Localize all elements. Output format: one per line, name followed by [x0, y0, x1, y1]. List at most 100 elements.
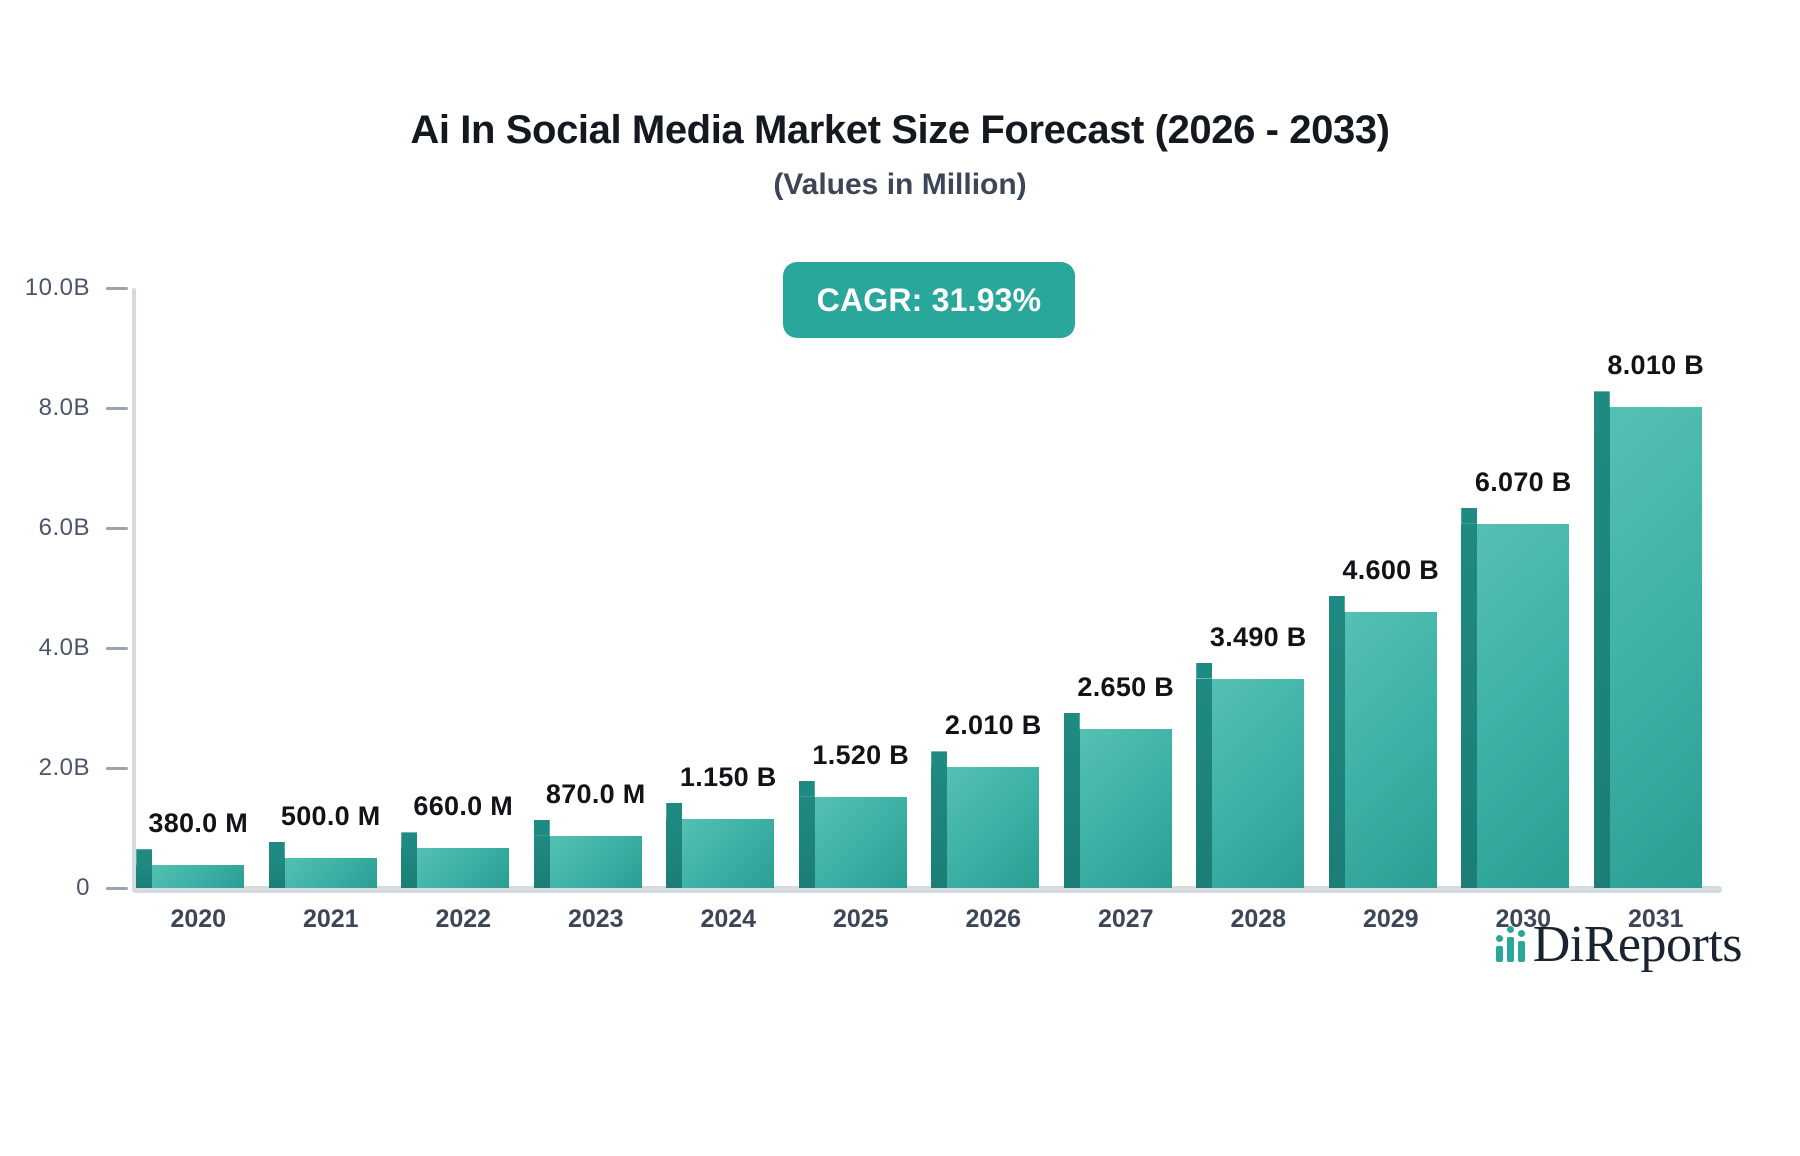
direports-logo: DiReports — [1495, 919, 1743, 971]
bar-front-face — [947, 767, 1040, 888]
bar-front-face — [1609, 407, 1702, 888]
y-axis-tick-label: 2.0B — [38, 754, 90, 781]
bar-top-face — [136, 849, 153, 866]
bar-top-face — [401, 832, 418, 849]
cagr-badge: CAGR: 31.93% — [783, 262, 1075, 338]
bar-value-label: 6.070 B — [1474, 466, 1572, 497]
y-axis-tick-mark — [106, 406, 128, 410]
y-axis-tick-mark — [106, 886, 128, 890]
bar-top-face — [666, 803, 683, 819]
bar-value-label: 380.0 M — [148, 808, 249, 839]
chart-subtitle: (Values in Million) — [773, 168, 1027, 201]
x-axis-label: 2023 — [567, 905, 624, 933]
bar-column[interactable]: 1.520 B — [798, 288, 910, 888]
x-axis-label: 2030 — [1495, 905, 1552, 933]
y-axis-line — [132, 288, 136, 888]
bar-series: 380.0 M 500.0 M 660.0 M 870.0 M 1.150 B 1.520… — [132, 288, 1722, 888]
x-axis-label: 2020 — [170, 905, 227, 933]
bar-front-face — [549, 835, 642, 888]
y-axis-tick-mark — [106, 766, 128, 770]
y-axis-tick-label: 6.0B — [38, 514, 90, 541]
bar-column[interactable]: 380.0 M — [136, 288, 248, 888]
bar-front-face — [152, 865, 245, 888]
bar[interactable] — [1461, 507, 1570, 888]
bar-front-face — [682, 819, 775, 888]
bar-front-face — [1477, 523, 1570, 888]
bar[interactable] — [401, 832, 510, 888]
bar-value-label: 1.150 B — [679, 762, 777, 792]
bar-column[interactable]: 660.0 M — [401, 288, 513, 888]
bar-top-face — [1593, 391, 1610, 408]
x-axis-label: 2026 — [965, 905, 1022, 933]
bar-column[interactable]: 870.0 M — [533, 288, 645, 888]
bar[interactable] — [268, 842, 377, 888]
bar[interactable] — [533, 819, 642, 888]
bar-column[interactable]: 6.070 B — [1461, 288, 1572, 888]
bar-side-face — [533, 835, 550, 888]
y-axis-tick: 6.0B — [0, 514, 128, 541]
bar-top-face — [1063, 713, 1080, 729]
bar-top-face — [268, 842, 285, 858]
bar-value-label: 1.520 B — [812, 739, 910, 770]
y-axis-tick: 10.0B — [0, 274, 128, 301]
bar-value-label: 870.0 M — [545, 778, 646, 809]
x-axis-label: 2021 — [302, 905, 359, 933]
bar-top-face — [798, 780, 815, 797]
bar-value-label: 4.600 B — [1342, 555, 1440, 585]
y-axis-tick-label: 10.0B — [24, 274, 90, 301]
bar-value-label: 2.650 B — [1077, 672, 1175, 702]
bar-top-face — [931, 751, 948, 768]
bar[interactable] — [1328, 596, 1437, 888]
bar-chart-icon — [1495, 926, 1525, 962]
bar-side-face — [268, 858, 285, 888]
y-axis-tick-label: 8.0B — [38, 394, 90, 421]
bar-front-face — [1212, 678, 1305, 888]
bar-side-face — [798, 796, 815, 888]
bar-column[interactable]: 3.490 B — [1196, 288, 1306, 888]
bar-side-face — [931, 767, 948, 888]
bar[interactable] — [798, 780, 907, 888]
bar-value-label: 8.010 B — [1607, 350, 1705, 381]
bar-column[interactable]: 2.010 B — [931, 288, 1042, 888]
y-axis-tick-mark — [106, 646, 128, 650]
bar[interactable] — [1593, 391, 1702, 888]
bar-side-face — [136, 865, 153, 888]
y-axis-tick: 0 — [0, 874, 128, 901]
x-axis-label: 2027 — [1097, 905, 1154, 933]
bar-column[interactable]: 8.010 B — [1593, 288, 1705, 888]
x-axis-label: 2024 — [700, 905, 757, 933]
x-axis-label: 2025 — [832, 905, 889, 933]
bar-top-face — [1196, 662, 1213, 679]
bar[interactable] — [666, 803, 775, 888]
x-axis-label: 2031 — [1627, 905, 1684, 933]
bar-column[interactable]: 2.650 B — [1063, 288, 1175, 888]
bar-side-face — [1593, 407, 1610, 888]
y-axis-tick-label: 4.0B — [38, 634, 90, 661]
bar-value-label: 2.010 B — [944, 710, 1042, 741]
bar-side-face — [666, 819, 683, 888]
bar-column[interactable]: 1.150 B — [666, 288, 777, 888]
bar-side-face — [1196, 678, 1213, 888]
bar[interactable] — [931, 751, 1040, 888]
bar-side-face — [1461, 523, 1478, 888]
x-axis-line — [132, 886, 1722, 893]
bar-front-face — [284, 858, 377, 888]
x-axis-labels: 2020 2021 2022 2023 2024 2025 2026 2027 2028 2029… — [132, 905, 1722, 945]
bar-front-face — [1344, 612, 1437, 888]
bar-front-face — [417, 848, 510, 888]
bar-column[interactable]: 500.0 M — [268, 288, 380, 888]
x-axis-label: 2028 — [1230, 905, 1287, 933]
bar-top-face — [533, 819, 550, 836]
bar[interactable] — [1063, 713, 1172, 888]
bar-top-face — [1328, 596, 1345, 612]
y-axis-tick-mark — [106, 286, 128, 290]
y-axis-tick: 2.0B — [0, 754, 128, 781]
bar[interactable] — [136, 849, 245, 888]
y-axis-tick: 8.0B — [0, 394, 128, 421]
bar[interactable] — [1196, 662, 1305, 888]
y-axis-tick: 4.0B — [0, 634, 128, 661]
bar-column[interactable]: 4.600 B — [1328, 288, 1440, 888]
y-axis-tick-label: 0 — [76, 874, 90, 901]
y-axis-tick-mark — [106, 526, 128, 530]
